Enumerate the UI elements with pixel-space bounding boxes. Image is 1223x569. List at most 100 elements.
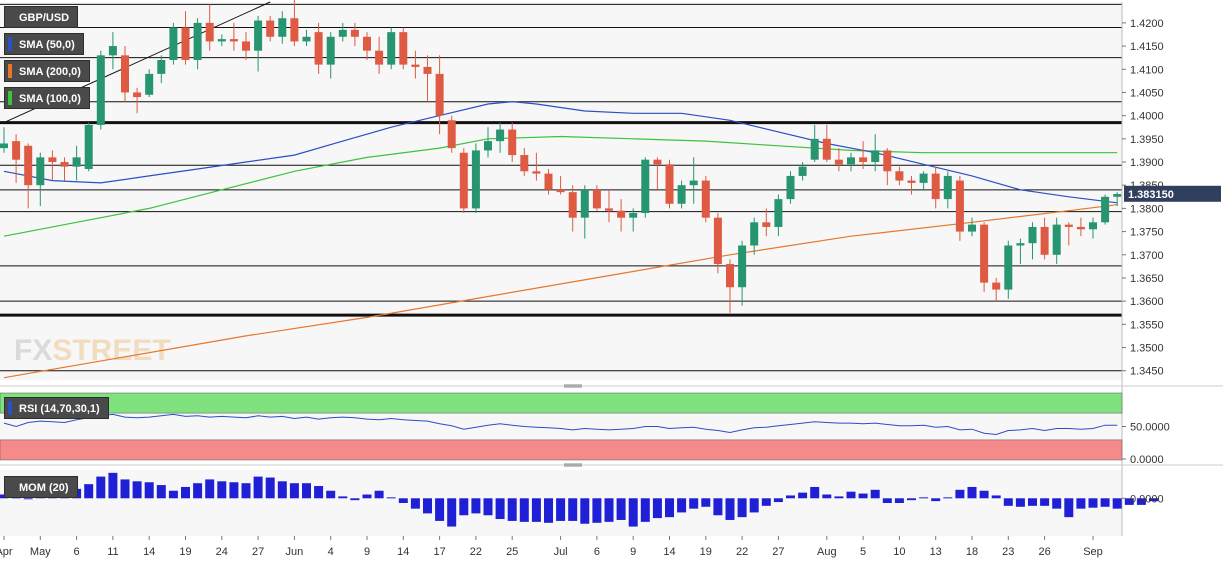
candle-body xyxy=(338,29,347,37)
x-tick-label: 17 xyxy=(433,546,445,558)
candle xyxy=(822,124,831,163)
candle xyxy=(193,18,202,70)
candle-body xyxy=(544,173,553,190)
momentum-bar xyxy=(652,498,662,519)
x-tick-label: 19 xyxy=(700,546,712,558)
rsi-overbought-zone xyxy=(0,392,1123,414)
price-tick-label: 1.3800 xyxy=(1130,203,1164,215)
momentum-bar xyxy=(410,498,420,509)
candle-body xyxy=(254,20,263,51)
candle-body xyxy=(919,173,928,183)
candle xyxy=(217,34,226,47)
price-tick-label: 1.4000 xyxy=(1130,111,1164,123)
legend-item-1[interactable]: SMA (50,0) xyxy=(4,33,84,55)
momentum-bar xyxy=(556,498,566,521)
momentum-label[interactable]: MOM (20) xyxy=(4,476,78,498)
x-tick-label: 23 xyxy=(1002,546,1014,558)
candle-body xyxy=(1101,196,1110,223)
x-tick-label: 26 xyxy=(1038,546,1050,558)
candle xyxy=(980,222,989,292)
candle-body xyxy=(568,192,577,218)
momentum-bar xyxy=(919,497,929,499)
candle xyxy=(859,141,868,169)
candle xyxy=(544,168,553,195)
candle xyxy=(24,143,33,209)
momentum-bar xyxy=(907,498,916,501)
candle xyxy=(1113,192,1122,207)
price-tick-label: 1.3450 xyxy=(1130,366,1164,378)
price-axis-bg xyxy=(1122,0,1223,564)
momentum-bar xyxy=(737,498,747,518)
candle xyxy=(580,185,589,239)
candle xyxy=(834,148,843,172)
sma50-line xyxy=(3,101,1118,204)
candle-body xyxy=(205,22,214,42)
x-tick-label: 14 xyxy=(143,546,155,558)
candle xyxy=(520,148,529,176)
candle-body xyxy=(907,180,916,183)
candle-body xyxy=(532,171,541,174)
momentum-bar xyxy=(1052,498,1062,509)
candle xyxy=(617,199,626,232)
candle xyxy=(242,32,250,60)
momentum-bar xyxy=(761,498,771,506)
candle xyxy=(641,157,650,218)
candle-body xyxy=(375,50,384,65)
candle-body xyxy=(834,159,843,165)
momentum-bar xyxy=(495,498,505,520)
candle-body xyxy=(193,22,202,60)
candle xyxy=(375,36,384,74)
momentum-bar xyxy=(314,486,324,499)
candle xyxy=(798,162,807,181)
candle xyxy=(435,55,444,135)
candle xyxy=(871,134,880,172)
candle-body xyxy=(871,150,880,163)
momentum-bar xyxy=(217,481,227,499)
legend-swatch xyxy=(8,401,12,415)
candle-body xyxy=(242,41,250,51)
candle-body xyxy=(1040,226,1049,255)
candle-body xyxy=(181,27,190,60)
legend-item-3[interactable]: SMA (100,0) xyxy=(4,87,90,109)
momentum-bar xyxy=(1015,498,1025,507)
candle xyxy=(133,87,142,114)
rsi-oversold-zone xyxy=(0,439,1123,461)
momentum-tick-label: 0.0000 xyxy=(1130,493,1164,505)
candle-body xyxy=(1052,224,1061,255)
candle xyxy=(592,185,601,211)
candle xyxy=(738,240,747,306)
candle xyxy=(278,11,287,44)
momentum-bar xyxy=(519,498,529,522)
x-tick-label: 9 xyxy=(364,546,370,558)
candle-body xyxy=(968,224,976,232)
momentum-bar xyxy=(471,498,481,514)
candle-body xyxy=(774,199,783,227)
momentum-bar xyxy=(23,498,33,500)
candle-body xyxy=(750,222,759,246)
candle xyxy=(314,22,323,74)
candle xyxy=(48,150,57,181)
candle xyxy=(568,185,577,232)
x-tick-label: Jul xyxy=(554,546,568,558)
candle-body xyxy=(931,173,940,200)
momentum-bar xyxy=(677,498,687,513)
candle-body xyxy=(677,185,686,204)
momentum-bar xyxy=(846,491,856,499)
momentum-bar xyxy=(181,486,190,499)
x-tick-label: 27 xyxy=(252,546,264,558)
legend-item-0[interactable]: GBP/USD xyxy=(4,6,79,28)
momentum-bar xyxy=(798,492,808,499)
rsi-label[interactable]: RSI (14,70,30,1) xyxy=(4,397,109,419)
candle xyxy=(302,29,311,47)
candle xyxy=(72,145,81,181)
candle xyxy=(1052,217,1061,265)
legend-item-2[interactable]: SMA (200,0) xyxy=(4,60,90,82)
legend-label-text: RSI (14,70,30,1) xyxy=(19,403,100,415)
candle xyxy=(1040,217,1049,260)
candle xyxy=(665,159,674,209)
candle xyxy=(943,171,952,209)
candle-body xyxy=(350,29,359,37)
candle xyxy=(1064,222,1073,246)
momentum-bar xyxy=(132,481,142,499)
